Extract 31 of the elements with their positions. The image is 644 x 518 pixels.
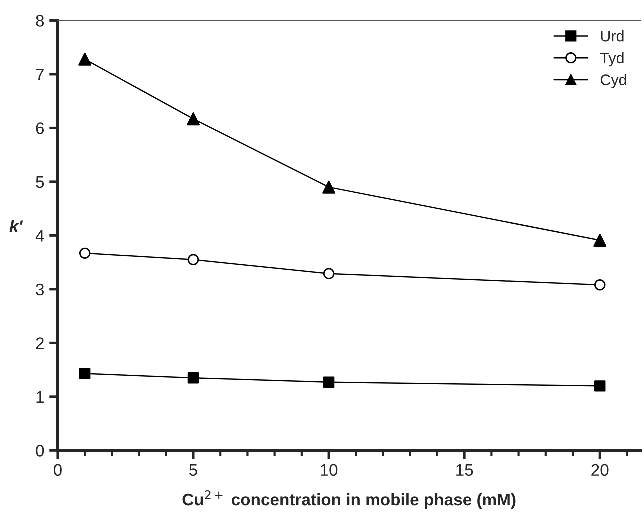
point (323, 376, 335, 388)
legend-label: Urd (601, 30, 624, 42)
y-tick-label: 8 (36, 15, 44, 27)
x-axis-title: Cu$^{2+}$ concentration in mobile phase (mM) (182, 490, 516, 509)
x-tick-label: 10 (321, 464, 338, 476)
y-tick-label: 6 (36, 122, 44, 134)
point (322, 180, 336, 194)
point (79, 248, 91, 260)
point (594, 234, 607, 248)
point (188, 372, 200, 384)
y-tick-label: 7 (36, 69, 44, 80)
y-tick-label: 2 (36, 338, 44, 350)
x-tick-label: 20 (592, 464, 609, 476)
point (594, 380, 606, 392)
y-tick-label: 0 (36, 445, 44, 457)
x-tick-label: 15 (456, 464, 474, 476)
point (188, 254, 200, 266)
y-tick-label: 1 (36, 391, 44, 403)
y-tick-label: 4 (36, 230, 44, 242)
x-tick-label: 5 (190, 464, 198, 476)
point (186, 112, 200, 126)
point (78, 52, 92, 66)
y-tick-label: 5 (36, 176, 44, 188)
point (594, 280, 606, 291)
y-tick-label: 3 (36, 284, 44, 296)
legend-label: Tyd (600, 52, 624, 67)
point (79, 368, 91, 380)
legend-label: Cyd (600, 74, 626, 89)
y-axis-title: k' (10, 220, 24, 232)
x-tick-label: 0 (54, 464, 62, 476)
point (323, 268, 335, 280)
